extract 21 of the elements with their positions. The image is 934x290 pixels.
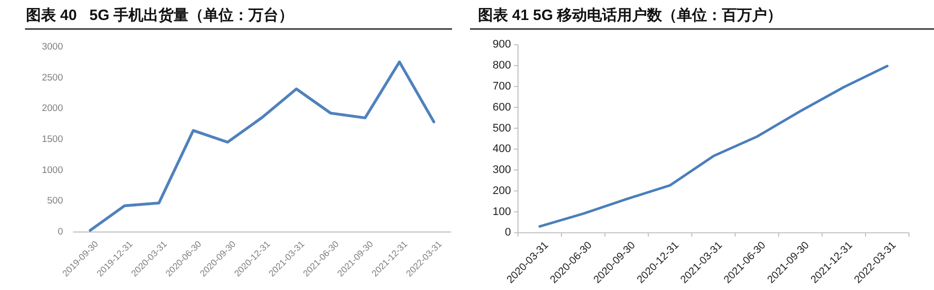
y-tick-label: 500 bbox=[492, 122, 511, 134]
y-tick-label: 400 bbox=[492, 143, 511, 156]
y-tick-label: 0 bbox=[58, 226, 63, 238]
y-tick-label: 2500 bbox=[42, 72, 63, 84]
chart-title: 图表 40 5G 手机出货量（单位：万台） bbox=[26, 7, 294, 24]
y-tick-label: 900 bbox=[492, 38, 511, 51]
y-tick-label: 300 bbox=[492, 164, 511, 176]
y-tick-label: 600 bbox=[492, 101, 511, 114]
line-series bbox=[88, 60, 436, 232]
y-tick-label: 1000 bbox=[42, 164, 63, 176]
y-tick-label: 800 bbox=[492, 60, 511, 72]
y-tick-label: 200 bbox=[492, 184, 511, 197]
y-tick-label: 700 bbox=[492, 80, 511, 92]
chart-title: 图表 41 5G 移动电话用户数（单位：百万户） bbox=[478, 6, 782, 24]
y-tick-label: 100 bbox=[492, 206, 511, 218]
y-tick-label: 0 bbox=[504, 226, 511, 239]
line-series bbox=[538, 64, 889, 228]
y-tick-label: 3000 bbox=[42, 42, 63, 52]
y-tick-label: 1500 bbox=[42, 134, 63, 145]
y-tick-label: 2000 bbox=[42, 103, 63, 114]
y-tick-label: 500 bbox=[47, 196, 63, 207]
